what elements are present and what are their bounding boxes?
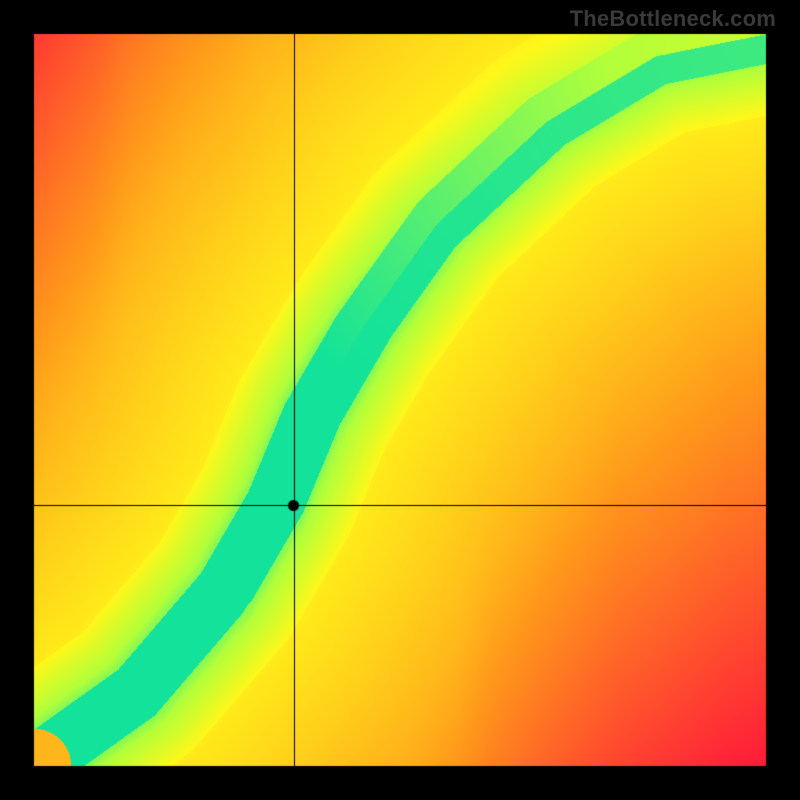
watermark-text: TheBottleneck.com <box>570 6 776 32</box>
heatmap-canvas <box>0 0 800 800</box>
chart-container: TheBottleneck.com <box>0 0 800 800</box>
